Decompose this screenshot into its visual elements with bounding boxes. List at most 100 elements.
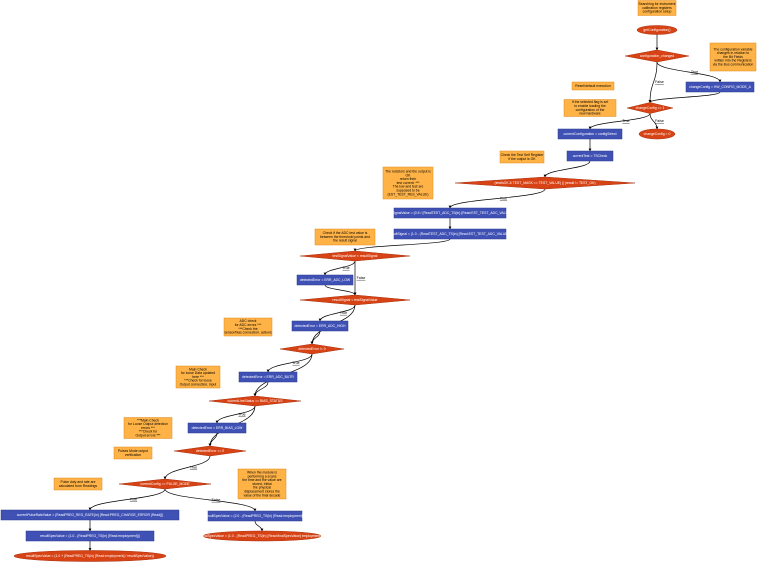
node-text: detectedError == 0 <box>196 449 224 453</box>
node-text: detectedError != 0 <box>298 347 325 351</box>
node-text: return their <box>400 177 417 181</box>
edge <box>353 238 451 252</box>
node-text: configuration of the <box>576 108 605 112</box>
node-text: Reset/default execution <box>575 84 611 88</box>
edge <box>324 284 357 296</box>
node: (testIsOK & TEST_MASK == TEST_VALUE) || … <box>454 176 636 190</box>
node-text: the time and the value are <box>242 478 281 482</box>
node-text: changes in relation to <box>717 51 749 55</box>
edge <box>266 353 313 373</box>
note-box <box>499 150 545 164</box>
edge <box>648 61 658 103</box>
decision <box>299 294 411 306</box>
decision <box>454 176 636 190</box>
node-text: new hardware <box>579 112 600 116</box>
decision <box>118 478 212 490</box>
edge-label: False <box>357 276 366 280</box>
node-text: supposed to be <box>396 188 419 192</box>
node-text: currentLineStatus == BIAS_STATUS <box>228 399 284 403</box>
node-text: value of the final decade <box>244 493 281 497</box>
edge <box>323 260 356 276</box>
node: testSignalValue = (0.5 / (ReadTEST_ADC_T… <box>387 207 513 219</box>
node-text: currentConfiguration = configSelect <box>563 132 616 136</box>
node-text: (EST_TEST_RES_VALUE) <box>387 192 428 196</box>
process-box <box>291 320 349 332</box>
node: currentTest = TSCheck <box>566 150 614 162</box>
edge <box>215 405 256 424</box>
edge <box>163 455 211 480</box>
node-text: Pulses Mode output <box>118 449 148 453</box>
node-text: the Bit Fields <box>723 55 743 59</box>
node-text: detectedError = ERR_BIAS_LOW <box>192 426 244 430</box>
decision <box>279 343 345 355</box>
edge-label: True <box>130 497 137 501</box>
node-text: for ADC errors *** <box>235 323 262 327</box>
decision <box>299 250 411 262</box>
node-text: resultSpecValue = (2.0 - (ReadPREG_TS(in… <box>205 514 305 518</box>
node-text: ***Check for loose <box>184 379 212 383</box>
node: resultSignal = (1.0 - (ReadTEST_ADC_TS(i… <box>389 228 511 240</box>
node-text: sensor/bias connection, actions <box>224 331 272 335</box>
node: currentConfig == PULSE_MODE <box>118 478 212 490</box>
node-text: written into the Registers <box>714 59 752 63</box>
edge <box>588 113 651 130</box>
edge-label: True <box>238 412 245 416</box>
edge-label: True <box>691 70 698 74</box>
terminal <box>638 128 676 140</box>
node-text: The low and test are <box>393 185 424 189</box>
process-box <box>187 422 247 434</box>
note-box <box>563 99 617 117</box>
node-text: calculated from Readings <box>59 484 98 488</box>
node-text: resultSignal = (1.0 - (ReadTEST_ADC_TS(i… <box>389 232 511 236</box>
node-text: Output connection, input <box>180 382 217 386</box>
node-text: resultSignal < testSignalValue <box>333 298 378 302</box>
process-box <box>393 207 507 219</box>
process-box <box>557 128 623 140</box>
decision <box>173 445 247 457</box>
note-box <box>314 228 376 246</box>
node: detectedError == 0 <box>173 445 247 457</box>
edge-label: False <box>655 119 664 123</box>
edge-label: True <box>292 361 299 365</box>
note-box <box>223 317 273 337</box>
node-text: Check if the ADC test value is <box>323 231 368 235</box>
terminal <box>636 25 678 35</box>
node-text: finalSpecValue = (1.0 - (ReadPREG_TS(in)… <box>202 534 323 538</box>
node: finalSpecValue = (1.0 - (ReadPREG_TS(in)… <box>202 530 323 542</box>
node-text: currentPulseRateValue = (ReadPREG_REG_RA… <box>17 513 164 517</box>
node-text: detectedError = ERR_ADC_BUTR <box>242 375 294 379</box>
node-text: errors *** <box>141 426 155 430</box>
note-box <box>123 417 173 439</box>
process-box <box>0 509 180 521</box>
node-text: between the threshold points and <box>320 235 370 239</box>
node-text: changeConfig = HW_CONFIG_MODE_A <box>689 85 751 89</box>
edge <box>648 91 721 103</box>
node-text: The configuration variable <box>713 47 752 51</box>
decision <box>626 102 674 114</box>
node: resultSpecValue = (2.0 - (ReadPREG_TS(in… <box>205 510 305 522</box>
edge <box>543 160 591 178</box>
note-box <box>709 42 757 72</box>
process-box <box>685 81 755 93</box>
node-text: getConfiguration() <box>643 28 670 32</box>
node-text: ADC check <box>240 319 257 323</box>
node: getConfiguration() <box>636 25 678 35</box>
edge <box>656 61 722 83</box>
note-box <box>53 477 103 491</box>
node: currentPulseRateValue = (ReadPREG_REG_RA… <box>0 509 180 521</box>
node: detectedError = ERR_BIAS_LOW <box>187 422 247 434</box>
edge-label: True <box>190 465 197 469</box>
node-text: here *** <box>192 375 204 379</box>
node-text: configuration setup <box>643 10 672 14</box>
node-text: via the Bus communication <box>713 62 754 66</box>
node-text: resultSpecValue = (1.0 - (ReadPREG_TS(in… <box>40 534 140 538</box>
node: resultSignal < testSignalValue <box>299 294 411 306</box>
node-text: to enable loading the <box>574 104 606 108</box>
node: changeConfig == 1 <box>626 102 674 114</box>
